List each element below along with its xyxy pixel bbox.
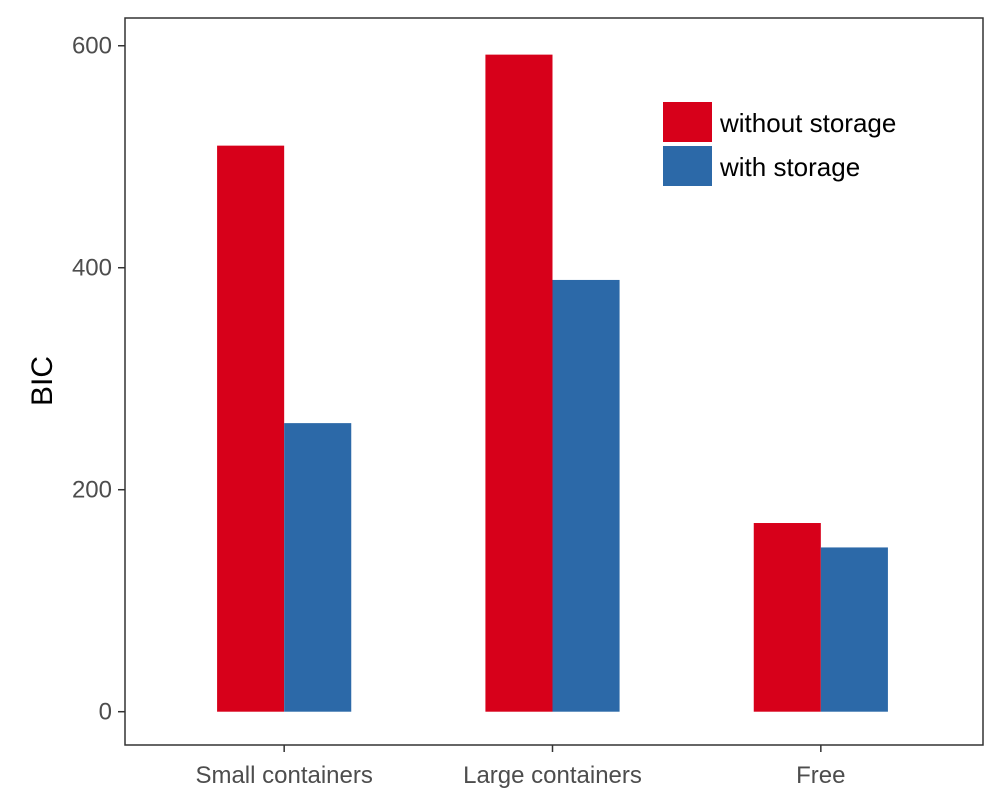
y-axis-title: BIC — [26, 356, 59, 406]
x-tick-label: Large containers — [463, 762, 642, 789]
x-axis: Small containers Large containers Free — [195, 745, 846, 789]
bar-with-storage-1 — [552, 279, 620, 712]
y-tick-label: 400 — [72, 255, 112, 282]
bar-without-storage-2 — [753, 523, 821, 712]
legend-label: with storage — [719, 152, 860, 182]
y-tick-label: 600 — [72, 33, 112, 60]
legend-swatch-with-storage — [663, 146, 712, 186]
bar-with-storage-2 — [820, 547, 888, 712]
y-tick-label: 200 — [72, 477, 112, 504]
x-tick-label: Small containers — [195, 762, 372, 789]
y-axis: 0 200 400 600 — [72, 33, 125, 726]
bar-without-storage-0 — [217, 145, 285, 712]
legend-swatch-without-storage — [663, 102, 712, 142]
legend-label: without storage — [719, 108, 896, 138]
legend: without storage with storage — [663, 102, 896, 186]
y-tick-label: 0 — [99, 699, 112, 726]
bar-with-storage-0 — [284, 423, 352, 712]
bar-without-storage-1 — [485, 54, 553, 712]
bars-layer — [217, 54, 888, 712]
x-tick-label: Free — [796, 762, 845, 789]
